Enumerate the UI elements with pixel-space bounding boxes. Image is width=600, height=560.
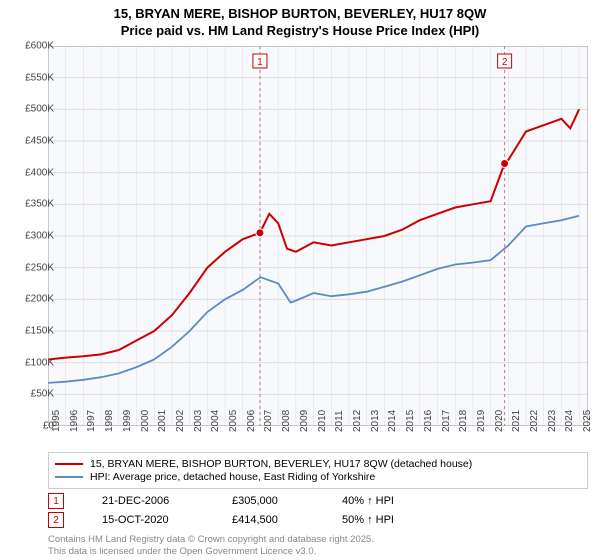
footer-line2: This data is licensed under the Open Gov… [48,546,374,558]
x-axis-label: 2005 [228,410,239,432]
x-axis-label: 2015 [405,410,416,432]
svg-text:1: 1 [257,57,263,68]
x-axis-label: 2025 [582,410,593,432]
x-axis-label: 2004 [210,410,221,432]
price-chart: 12 [48,46,588,426]
x-axis-label: 2014 [387,410,398,432]
legend-swatch-hpi [55,476,83,478]
x-axis-label: 2000 [140,410,151,432]
legend-item-property: 15, BRYAN MERE, BISHOP BURTON, BEVERLEY,… [55,458,581,470]
y-axis-label: £350K [8,199,54,210]
title-line2: Price paid vs. HM Land Registry's House … [0,23,600,40]
x-axis-label: 2018 [458,410,469,432]
y-axis-label: £50K [8,389,54,400]
legend-label-property: 15, BRYAN MERE, BISHOP BURTON, BEVERLEY,… [90,458,472,470]
legend: 15, BRYAN MERE, BISHOP BURTON, BEVERLEY,… [48,452,588,489]
title-line1: 15, BRYAN MERE, BISHOP BURTON, BEVERLEY,… [0,6,600,23]
y-axis-label: £450K [8,136,54,147]
x-axis-label: 2003 [193,410,204,432]
y-axis-label: £400K [8,167,54,178]
x-axis-label: 2001 [157,410,168,432]
chart-title-block: 15, BRYAN MERE, BISHOP BURTON, BEVERLEY,… [0,0,600,40]
marker-row-1: 1 21-DEC-2006 £305,000 40% ↑ HPI [48,493,394,509]
x-axis-label: 2013 [370,410,381,432]
y-axis-label: £0 [8,421,54,432]
y-axis-label: £600K [8,41,54,52]
y-axis-label: £300K [8,231,54,242]
marker-date-2: 15-OCT-2020 [102,514,232,526]
x-axis-label: 2006 [246,410,257,432]
x-axis-label: 2008 [281,410,292,432]
legend-label-hpi: HPI: Average price, detached house, East… [90,471,375,483]
x-axis-label: 1996 [69,410,80,432]
y-axis-label: £200K [8,294,54,305]
x-axis-label: 2007 [263,410,274,432]
legend-swatch-property [55,463,83,465]
x-axis-label: 2023 [547,410,558,432]
y-axis-label: £100K [8,357,54,368]
marker-badge-2: 2 [48,512,64,528]
x-axis-label: 2017 [441,410,452,432]
y-axis-label: £150K [8,326,54,337]
x-axis-label: 2011 [334,410,345,432]
marker-pct-1: 40% ↑ HPI [342,495,394,507]
x-axis-label: 2022 [529,410,540,432]
x-axis-label: 2024 [564,410,575,432]
marker-pct-2: 50% ↑ HPI [342,514,394,526]
y-axis-label: £550K [8,72,54,83]
legend-item-hpi: HPI: Average price, detached house, East… [55,471,581,483]
x-axis-label: 2002 [175,410,186,432]
marker-price-2: £414,500 [232,514,342,526]
footer-line1: Contains HM Land Registry data © Crown c… [48,534,374,546]
x-axis-label: 2016 [423,410,434,432]
marker-badge-1: 1 [48,493,64,509]
x-axis-label: 2019 [476,410,487,432]
x-axis-label: 1997 [86,410,97,432]
x-axis-label: 2009 [299,410,310,432]
x-axis-label: 2020 [494,410,505,432]
svg-text:2: 2 [502,57,508,68]
x-axis-label: 1998 [104,410,115,432]
y-axis-label: £500K [8,104,54,115]
marker-price-1: £305,000 [232,495,342,507]
marker-date-1: 21-DEC-2006 [102,495,232,507]
marker-row-2: 2 15-OCT-2020 £414,500 50% ↑ HPI [48,512,394,528]
x-axis-label: 1999 [122,410,133,432]
y-axis-label: £250K [8,262,54,273]
x-axis-label: 2021 [511,410,522,432]
footer: Contains HM Land Registry data © Crown c… [48,534,374,558]
x-axis-label: 1995 [51,410,62,432]
markers-table: 1 21-DEC-2006 £305,000 40% ↑ HPI 2 15-OC… [48,490,394,531]
x-axis-label: 2010 [317,410,328,432]
x-axis-label: 2012 [352,410,363,432]
